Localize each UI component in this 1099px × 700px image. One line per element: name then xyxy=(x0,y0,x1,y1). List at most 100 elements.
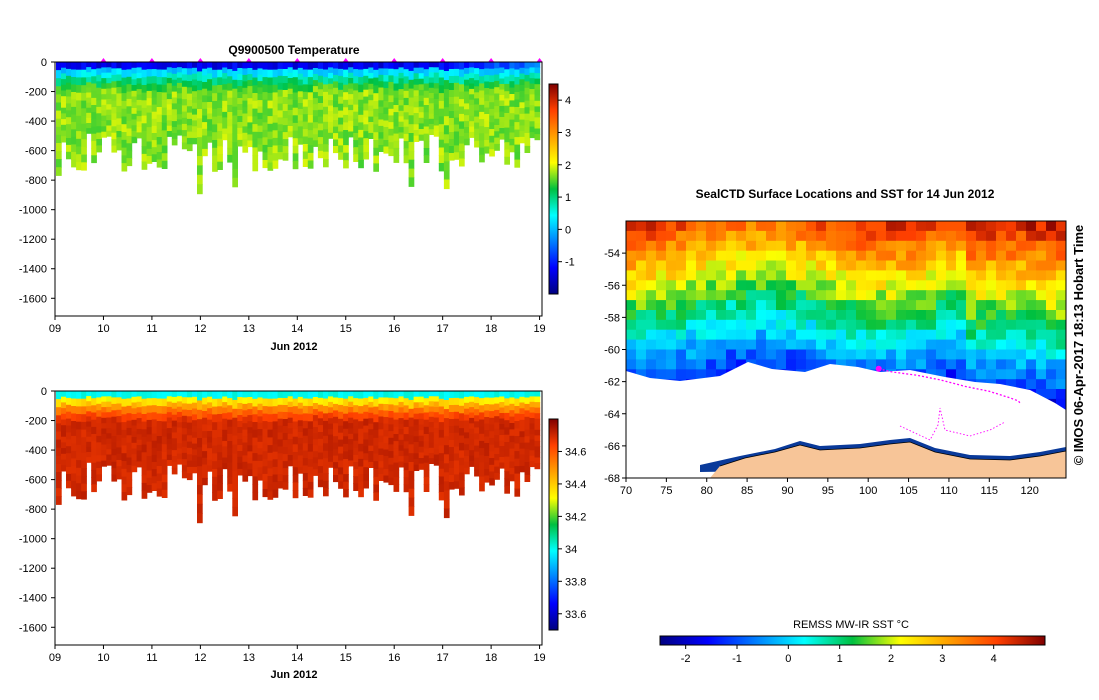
section-cell xyxy=(489,68,495,76)
section-cell xyxy=(433,109,440,116)
section-cell xyxy=(413,447,420,454)
sst-cell xyxy=(806,270,817,281)
section-cell xyxy=(131,465,138,473)
section-cell xyxy=(252,406,259,415)
section-cell xyxy=(353,140,359,148)
section-cell xyxy=(257,460,264,468)
sst-cell xyxy=(936,310,947,321)
section-cell xyxy=(443,62,450,72)
section-cell xyxy=(267,108,274,117)
section-cell xyxy=(76,138,82,148)
section-cell xyxy=(222,446,228,453)
section-cell xyxy=(171,109,178,116)
lon-tick-label: 115 xyxy=(981,485,999,497)
x-tick-label: 13 xyxy=(243,652,255,664)
section-cell xyxy=(121,132,128,141)
section-cell xyxy=(272,398,279,407)
sst-cell xyxy=(916,221,927,232)
sst-cell xyxy=(776,250,787,262)
sst-cell xyxy=(846,280,857,291)
sst-cell xyxy=(686,290,697,301)
section-cell xyxy=(207,425,213,432)
section-cell xyxy=(373,62,379,71)
section-cell xyxy=(368,461,374,468)
section-cell xyxy=(66,131,72,139)
section-cell xyxy=(388,437,395,446)
section-cell xyxy=(222,117,228,124)
sst-cell xyxy=(776,280,787,291)
section-cell xyxy=(217,391,223,400)
sst-cell xyxy=(686,230,697,242)
section-cell xyxy=(474,391,480,398)
sst-cell xyxy=(796,260,807,271)
section-cell xyxy=(262,421,269,430)
section-cell xyxy=(56,488,62,497)
section-cell xyxy=(524,429,531,437)
section-cell xyxy=(403,105,410,113)
section-cell xyxy=(464,132,470,140)
section-cell xyxy=(363,103,369,111)
section-cell xyxy=(282,62,289,70)
section-cell xyxy=(202,451,208,459)
section-cell xyxy=(156,122,163,131)
sst-cell xyxy=(766,349,777,360)
section-cell xyxy=(237,468,243,476)
section-cell xyxy=(81,116,87,125)
sst-cell xyxy=(926,230,937,242)
section-cell xyxy=(262,62,269,71)
section-cell xyxy=(192,391,198,398)
section-cell xyxy=(443,472,450,482)
sst-cell xyxy=(946,300,957,311)
section-cell xyxy=(66,467,72,475)
section-cell xyxy=(499,429,505,436)
section-cell xyxy=(428,98,435,104)
sst-cell xyxy=(996,250,1007,262)
lat-tick-label: -54 xyxy=(604,248,620,260)
section-cell xyxy=(464,426,470,433)
section-cell xyxy=(393,412,400,421)
sst-cell xyxy=(786,319,797,331)
sst-cell xyxy=(866,280,877,291)
sst-cell xyxy=(986,300,997,311)
sst-cell xyxy=(1006,221,1017,232)
section-cell xyxy=(499,128,505,135)
section-cell xyxy=(217,437,223,446)
section-cell xyxy=(257,467,264,475)
section-cell xyxy=(181,422,188,429)
sst-cell xyxy=(716,339,727,350)
sst-cell xyxy=(956,240,967,252)
section-cell xyxy=(423,391,430,399)
section-cell xyxy=(504,149,510,158)
section-cell xyxy=(262,398,269,407)
section-cell xyxy=(312,451,319,458)
section-cell xyxy=(161,115,168,124)
sst-cell xyxy=(826,339,837,350)
section-cell xyxy=(141,69,148,78)
section-cell xyxy=(323,159,329,168)
sst-cell xyxy=(986,349,997,360)
section-cell xyxy=(333,475,339,483)
sst-cell xyxy=(936,359,947,370)
section-cell xyxy=(378,74,385,82)
section-cell xyxy=(186,87,193,95)
section-cell xyxy=(469,401,475,408)
sst-cell xyxy=(726,349,737,360)
section-cell xyxy=(438,139,445,149)
sst-cell xyxy=(976,319,987,331)
section-cell xyxy=(383,397,390,405)
section-cell xyxy=(86,82,92,88)
section-cell xyxy=(111,81,118,89)
sst-cell xyxy=(846,319,857,331)
section-cell xyxy=(317,123,324,131)
sst-cell xyxy=(806,319,817,331)
temperature-axes-frame xyxy=(54,61,543,317)
sst-cell xyxy=(666,290,677,301)
section-cell xyxy=(317,143,324,152)
section-cell xyxy=(459,480,465,489)
sst-cell xyxy=(896,280,907,291)
sst-cell xyxy=(856,349,867,360)
section-cell xyxy=(403,83,410,92)
section-cell xyxy=(146,419,153,428)
section-cell xyxy=(247,140,254,148)
lon-tick-label: 85 xyxy=(741,485,753,497)
